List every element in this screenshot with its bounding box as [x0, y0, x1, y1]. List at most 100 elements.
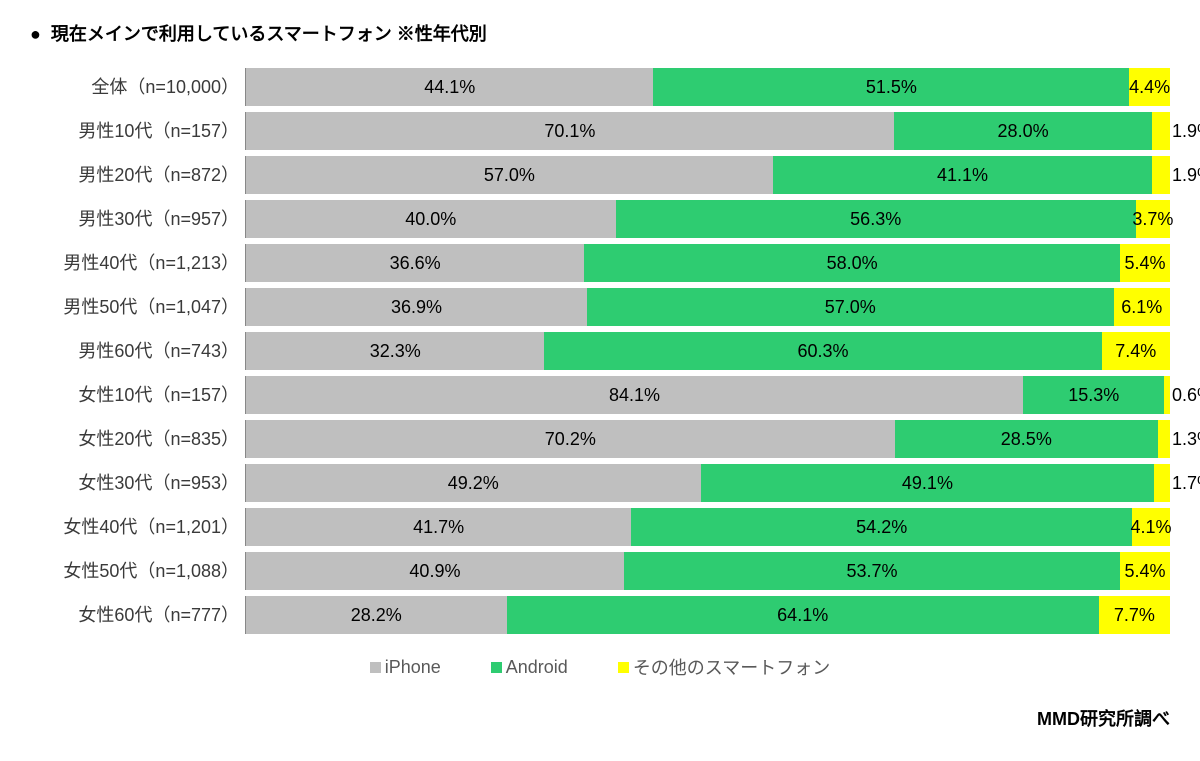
bar-row: 40.9% 53.7% 5.4%: [245, 552, 1170, 590]
legend-swatch: [618, 662, 629, 673]
row-label: 男性50代（n=1,047）: [30, 288, 245, 326]
bar-segment-value: 49.1%: [902, 473, 953, 494]
bar-segment-android: 15.3%: [1023, 376, 1164, 414]
bar-segment-value: 5.4%: [1125, 253, 1166, 274]
bar-segment-value: 28.0%: [998, 121, 1049, 142]
bar-segment-other: 1.9%: [1152, 112, 1170, 150]
bar-segment-android: 49.1%: [701, 464, 1155, 502]
row-label: 男性60代（n=743）: [30, 332, 245, 370]
bar-segment-value: 1.7%: [1170, 473, 1200, 494]
bar-segment-android: 60.3%: [544, 332, 1101, 370]
chart-title: 現在メインで利用しているスマートフォン ※性年代別: [30, 20, 1170, 46]
bar-segment-value: 64.1%: [777, 605, 828, 626]
bar-segment-other: 1.3%: [1158, 420, 1170, 458]
bar-segment-android: 28.5%: [895, 420, 1158, 458]
bar-segment-android: 56.3%: [616, 200, 1136, 238]
row-label: 女性40代（n=1,201）: [30, 508, 245, 546]
bar-segment-iphone: 70.1%: [246, 112, 894, 150]
bar-segment-value: 58.0%: [827, 253, 878, 274]
bar-segment-value: 1.3%: [1170, 429, 1200, 450]
bar-row: 57.0% 41.1%1.9%: [245, 156, 1170, 194]
bar-segment-value: 70.1%: [544, 121, 595, 142]
legend-label: iPhone: [385, 657, 441, 678]
bar-segment-other: 1.7%: [1154, 464, 1170, 502]
legend-item-iphone: iPhone: [370, 654, 441, 680]
bar-segment-other: 0.6%: [1164, 376, 1170, 414]
bar-segment-other: 6.1%: [1114, 288, 1170, 326]
bar-segment-value: 53.7%: [846, 561, 897, 582]
bar-segment-value: 41.7%: [413, 517, 464, 538]
bar-row: 44.1%51.5%4.4%: [245, 68, 1170, 106]
bar-segment-other: 3.7%: [1136, 200, 1170, 238]
bar-segment-value: 7.7%: [1114, 605, 1155, 626]
bar-row: 40.0% 56.3% 3.7%: [245, 200, 1170, 238]
bar-row: 70.1% 28.0% 1.9%: [245, 112, 1170, 150]
bar-segment-value: 7.4%: [1115, 341, 1156, 362]
legend-swatch: [491, 662, 502, 673]
bar-segment-value: 36.9%: [391, 297, 442, 318]
row-label: 女性30代（n=953）: [30, 464, 245, 502]
legend-label: Android: [506, 657, 568, 678]
bar-segment-iphone: 84.1%: [246, 376, 1023, 414]
bar-segment-value: 4.1%: [1131, 517, 1172, 538]
bar-segment-android: 64.1%: [507, 596, 1099, 634]
bar-segment-value: 56.3%: [850, 209, 901, 230]
bar-segment-iphone: 49.2%: [246, 464, 701, 502]
legend-item-android: Android: [491, 654, 568, 680]
bar-segment-value: 5.4%: [1125, 561, 1166, 582]
legend-item-other: その他のスマートフォン: [618, 654, 830, 680]
chart-source-footer: MMD研究所調べ: [30, 705, 1170, 731]
bar-segment-android: 57.0%: [587, 288, 1114, 326]
bar-segment-value: 32.3%: [370, 341, 421, 362]
bar-segment-value: 57.0%: [484, 165, 535, 186]
bar-segment-other: 7.4%: [1102, 332, 1170, 370]
bar-row: 70.2% 28.5% 1.3%: [245, 420, 1170, 458]
bar-segment-other: 7.7%: [1099, 596, 1170, 634]
bar-row: 32.3% 60.3% 7.4%: [245, 332, 1170, 370]
legend-label: その他のスマートフォン: [633, 654, 830, 680]
bar-segment-value: 70.2%: [545, 429, 596, 450]
bar-segment-iphone: 40.0%: [246, 200, 616, 238]
bar-row: 41.7% 54.2% 4.1%: [245, 508, 1170, 546]
bar-segment-value: 6.1%: [1121, 297, 1162, 318]
bar-segment-other: 5.4%: [1120, 552, 1170, 590]
row-label: 男性40代（n=1,213）: [30, 244, 245, 282]
bar-segment-value: 0.6%: [1170, 385, 1200, 406]
bar-segment-value: 1.9%: [1170, 121, 1200, 142]
row-label: 女性10代（n=157）: [30, 376, 245, 414]
bar-row: 28.2% 64.1% 7.7%: [245, 596, 1170, 634]
bar-segment-iphone: 32.3%: [246, 332, 544, 370]
bar-segment-android: 41.1%: [773, 156, 1153, 194]
bar-segment-android: 54.2%: [631, 508, 1132, 546]
bar-segment-value: 28.2%: [351, 605, 402, 626]
bar-segment-other: 4.4%: [1129, 68, 1170, 106]
bar-segment-value: 49.2%: [448, 473, 499, 494]
bar-segment-iphone: 40.9%: [246, 552, 624, 590]
bar-segment-iphone: 36.9%: [246, 288, 587, 326]
bar-segment-value: 36.6%: [390, 253, 441, 274]
chart-legend: iPhone Android その他のスマートフォン: [30, 654, 1170, 680]
bar-row: 36.6% 58.0% 5.4%: [245, 244, 1170, 282]
bar-segment-value: 54.2%: [856, 517, 907, 538]
row-label: 男性10代（n=157）: [30, 112, 245, 150]
row-label: 全体（n=10,000）: [30, 68, 245, 106]
bar-row: 49.2% 49.1% 1.7%: [245, 464, 1170, 502]
bar-segment-other: 1.9%: [1152, 156, 1170, 194]
bar-row: 84.1% 15.3% 0.6%: [245, 376, 1170, 414]
row-label: 男性20代（n=872）: [30, 156, 245, 194]
bar-segment-value: 40.0%: [405, 209, 456, 230]
bar-segment-android: 53.7%: [624, 552, 1120, 590]
bar-segment-value: 84.1%: [609, 385, 660, 406]
bar-segment-android: 58.0%: [584, 244, 1120, 282]
bar-row: 36.9% 57.0% 6.1%: [245, 288, 1170, 326]
bar-segment-value: 51.5%: [866, 77, 917, 98]
bar-segment-iphone: 41.7%: [246, 508, 631, 546]
bar-segment-value: 15.3%: [1068, 385, 1119, 406]
row-label: 男性30代（n=957）: [30, 200, 245, 238]
bar-segment-iphone: 28.2%: [246, 596, 507, 634]
bar-segment-value: 28.5%: [1001, 429, 1052, 450]
bar-segment-value: 4.4%: [1129, 77, 1170, 98]
row-label: 女性60代（n=777）: [30, 596, 245, 634]
bar-segment-other: 5.4%: [1120, 244, 1170, 282]
bar-segment-other: 4.1%: [1132, 508, 1170, 546]
